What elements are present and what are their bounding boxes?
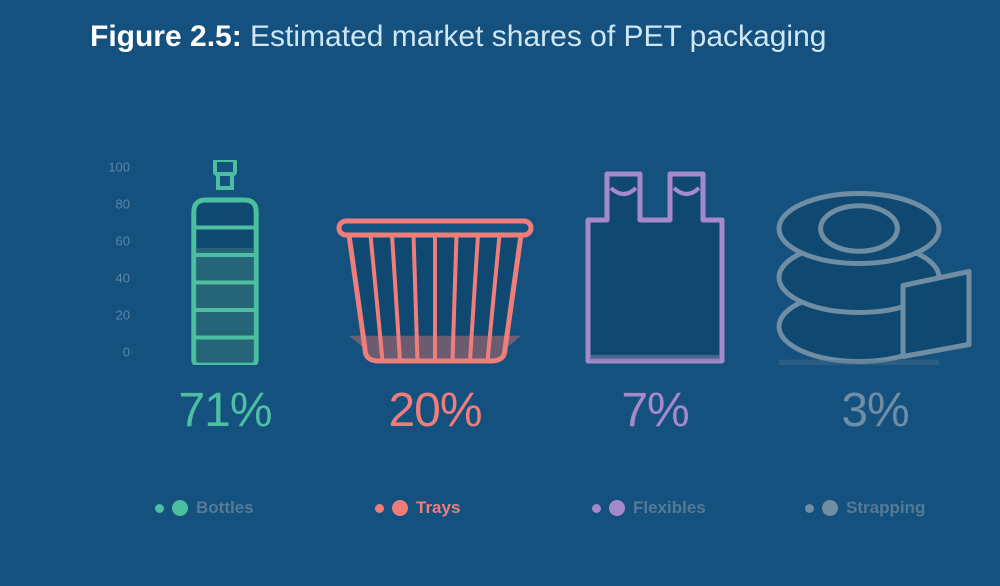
tray-icon: [335, 215, 535, 365]
legend-dot-large: [172, 500, 188, 516]
item-flexibles: 7%: [550, 155, 760, 438]
legend-flexibles: Flexibles: [592, 498, 706, 518]
bottles-icon-wrap: [120, 155, 330, 365]
figure-container: Figure 2.5: Estimated market shares of P…: [0, 0, 1000, 586]
legend-label: Strapping: [846, 498, 925, 518]
bottles-percent: 71%: [120, 383, 330, 438]
title-prefix: Figure 2.5:: [90, 20, 242, 53]
bag-icon: [580, 170, 730, 365]
legend-strapping: Strapping: [805, 498, 925, 518]
legend-dot-small: [592, 504, 601, 513]
flexibles-percent: 7%: [550, 383, 760, 438]
strapping-icon-wrap: [770, 155, 980, 365]
legend-trays: Trays: [375, 498, 460, 518]
legend-label: Bottles: [196, 498, 254, 518]
strapping-icon: [775, 190, 975, 365]
title-text: Estimated market shares of PET packaging: [250, 20, 826, 53]
legend-label: Flexibles: [633, 498, 706, 518]
legend-dot-small: [375, 504, 384, 513]
item-strapping: 3%: [770, 155, 980, 438]
legend-dot-large: [822, 500, 838, 516]
legend-dot-small: [805, 504, 814, 513]
trays-icon-wrap: [330, 155, 540, 365]
figure-title: Figure 2.5: Estimated market shares of P…: [90, 20, 826, 54]
legend-dot-small: [155, 504, 164, 513]
legend-label: Trays: [416, 498, 460, 518]
item-bottles: 71%: [120, 155, 330, 438]
legend-row: Bottles Trays Flexibles Strapping: [0, 498, 1000, 538]
legend-dot-large: [609, 500, 625, 516]
legend-bottles: Bottles: [155, 498, 254, 518]
bottle-icon: [185, 160, 265, 365]
item-trays: 20%: [330, 155, 540, 438]
flexibles-icon-wrap: [550, 155, 760, 365]
legend-dot-large: [392, 500, 408, 516]
strapping-percent: 3%: [770, 383, 980, 438]
trays-percent: 20%: [330, 383, 540, 438]
